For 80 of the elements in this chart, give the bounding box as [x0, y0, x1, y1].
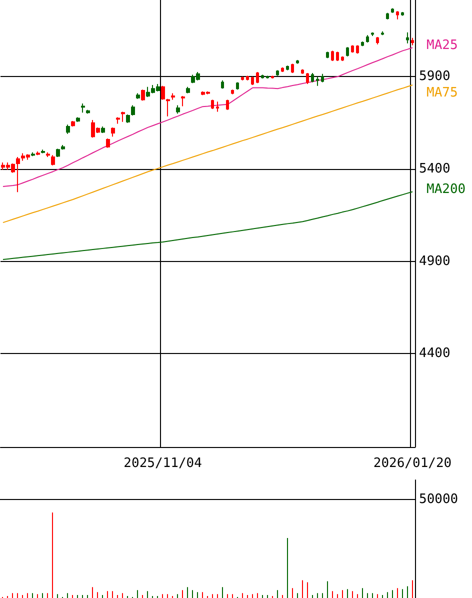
candlestick	[351, 44, 354, 54]
candlestick	[221, 80, 224, 90]
candlestick	[16, 156, 20, 193]
series-label: MA75	[426, 85, 458, 100]
candlestick	[316, 76, 319, 86]
candlestick	[286, 65, 289, 71]
candlestick	[406, 32, 409, 44]
candlestick	[301, 68, 304, 74]
candlestick	[131, 104, 135, 116]
candlestick	[76, 116, 80, 122]
candlestick	[231, 89, 234, 95]
line-series	[2, 47, 414, 188]
candlestick	[371, 32, 374, 37]
candlestick	[56, 148, 60, 158]
candlestick	[236, 82, 239, 90]
candlestick	[331, 50, 334, 62]
series-label: MA200	[426, 182, 466, 198]
candlestick	[36, 150, 40, 156]
candlestick	[281, 66, 284, 73]
candlestick	[176, 104, 180, 114]
candlestick	[261, 74, 264, 79]
y-tick-label: 50000	[419, 492, 458, 508]
candlestick	[86, 109, 90, 114]
y-tick-label: 4400	[419, 346, 450, 362]
candlestick	[211, 99, 214, 110]
candlestick	[356, 44, 359, 54]
candlestick	[266, 75, 269, 79]
candlestick	[101, 126, 105, 134]
candlestick	[306, 72, 309, 85]
candlestick	[186, 86, 190, 94]
series-label: MA25	[426, 38, 458, 54]
y-tick-label: 5900	[419, 69, 450, 84]
candlestick	[251, 76, 254, 86]
candlestick	[216, 101, 219, 112]
candlestick	[321, 73, 324, 83]
candlestick	[181, 96, 185, 107]
candlestick	[106, 138, 110, 148]
candlestick	[126, 114, 130, 124]
x-tick-label: 2025/11/04	[124, 456, 202, 471]
candlestick	[116, 116, 120, 124]
candlestick	[271, 75, 274, 79]
candlestick	[51, 154, 55, 166]
candlestick	[326, 51, 329, 59]
candlestick	[366, 34, 369, 43]
candlestick	[71, 120, 75, 128]
candlestick	[46, 152, 50, 158]
x-tick-label: 2026/01/20	[373, 456, 452, 471]
candlestick	[171, 92, 175, 100]
candlestick	[81, 102, 85, 114]
candlestick	[41, 149, 45, 154]
candlestick	[66, 124, 70, 134]
candlestick	[61, 144, 65, 150]
y-tick-label: 4900	[419, 254, 450, 269]
line-series	[2, 191, 414, 260]
candlestick	[401, 12, 404, 16]
candlestick	[391, 8, 394, 14]
line-series	[2, 84, 414, 224]
candlestick	[291, 63, 294, 74]
candlestick	[121, 111, 125, 122]
candlestick	[361, 41, 364, 47]
candlestick	[411, 37, 414, 46]
candlestick	[296, 60, 299, 64]
candlestick	[31, 152, 35, 157]
candlestick	[241, 76, 244, 81]
candlestick	[136, 92, 140, 100]
candlestick	[376, 36, 379, 45]
candlestick	[386, 12, 389, 20]
candlestick	[276, 70, 279, 76]
candlestick	[346, 46, 349, 57]
candlestick	[341, 56, 344, 62]
candlestick	[141, 89, 145, 102]
candlestick	[311, 72, 314, 83]
y-tick-label: 5400	[419, 162, 450, 177]
candlestick	[256, 72, 259, 84]
candlestick	[111, 126, 115, 138]
candlestick	[226, 99, 229, 110]
candlestick	[246, 75, 249, 81]
candlestick	[396, 10, 399, 20]
candlestick	[381, 30, 384, 36]
candlestick	[336, 51, 339, 62]
